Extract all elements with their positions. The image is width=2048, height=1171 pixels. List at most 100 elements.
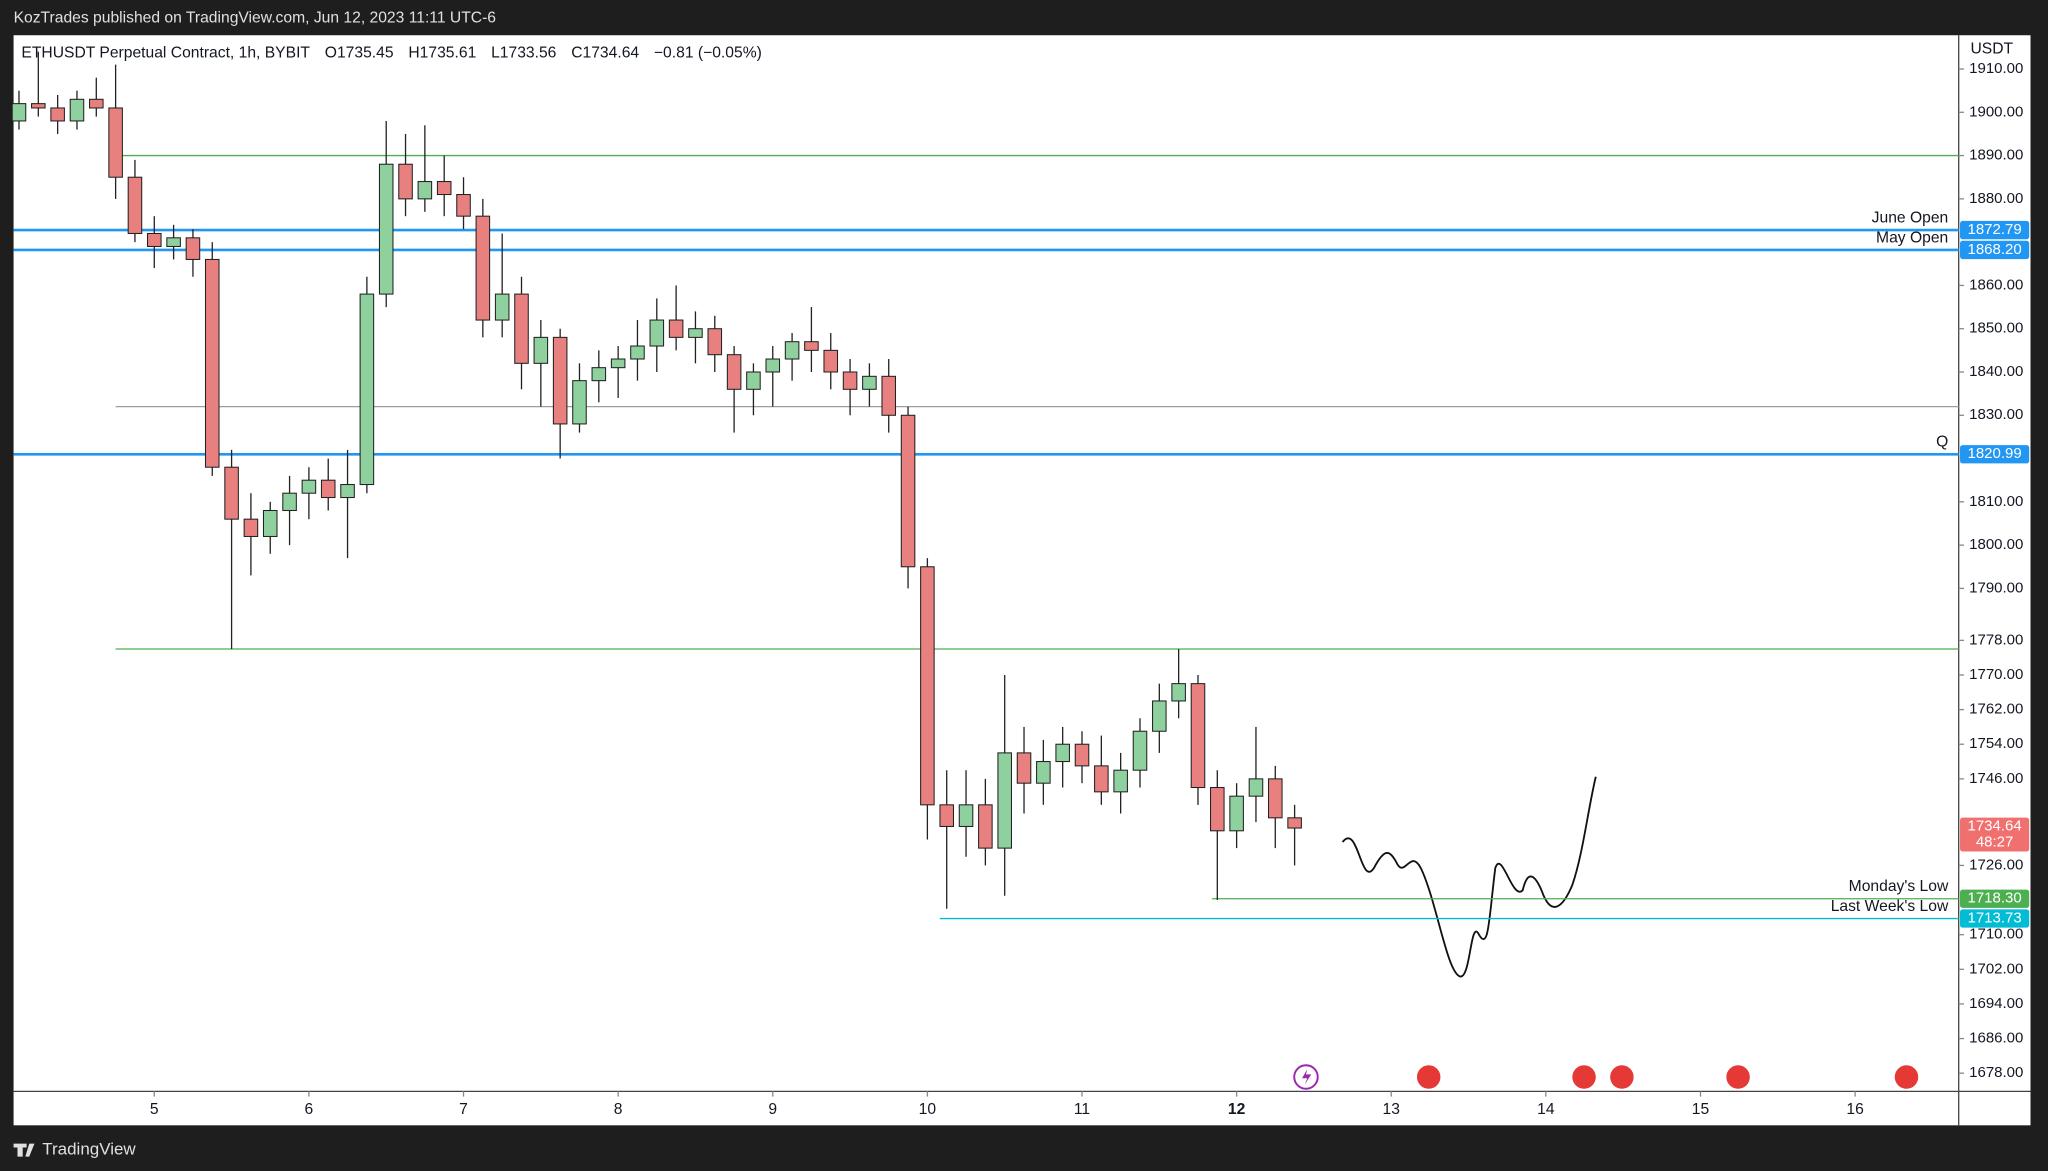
level-tag [1960,889,2030,908]
y-tick-label: 1754.00 [1969,735,2023,752]
event-icon-glyph [1302,1069,1312,1085]
candle-body [1113,769,1128,793]
ohlc-low: L1733.56 [491,45,557,62]
y-tick-label: 1850.00 [1969,320,2023,337]
candle-body [514,293,529,364]
x-tick-label: 10 [919,1101,937,1118]
candle-body [359,293,375,486]
y-tick-label: 1890.00 [1969,147,2023,164]
candle-body [842,371,858,390]
candle-body [707,328,723,356]
level-tag [1960,445,2030,464]
candle-body [1055,743,1070,763]
candle-body [1036,761,1051,784]
x-tick-label: 14 [1537,1101,1555,1118]
footer-brand: TradingView [42,1140,136,1159]
level-label: Q [1936,434,1948,451]
y-tick-label: 1860.00 [1969,276,2023,293]
candle-body [823,349,839,373]
candle-body [31,103,46,109]
candle-body [262,509,278,537]
candle-body [997,752,1012,849]
y-tick-label: 1830.00 [1969,406,2023,423]
candle-body [166,237,181,247]
ohlc-high: H1735.61 [408,45,476,62]
candle-body [456,194,471,217]
x-tick-label: 6 [305,1101,314,1118]
y-tick-label: 1746.00 [1969,770,2023,787]
candle-body [224,466,239,520]
candle-body [610,358,626,369]
x-tick-label: 15 [1692,1101,1710,1118]
candle-body [378,163,394,295]
y-tick-label: 1710.00 [1969,926,2023,943]
y-tick-label: 1910.00 [1969,60,2023,77]
candle-body [688,328,703,338]
candle-body [340,484,355,499]
level-tag-label: 1868.20 [1967,241,2021,258]
candle-body [127,176,143,235]
event-icon[interactable] [1572,1065,1596,1089]
candle-body [301,479,317,494]
candle-body [1152,700,1167,732]
candle-body [417,181,433,200]
candle-body [1190,683,1206,789]
countdown-label: 48:27 [1976,833,2014,850]
y-tick-label: 1810.00 [1969,493,2023,510]
y-tick-label: 1880.00 [1969,190,2023,207]
candle-body [185,237,201,260]
y-tick-label: 1702.00 [1969,960,2023,977]
symbol-title: ETHUSDT Perpetual Contract, 1h, BYBIT [21,45,310,62]
event-icon[interactable] [1894,1065,1919,1089]
x-tick-label: 8 [614,1101,623,1118]
level-label: June Open [1872,209,1949,226]
x-tick-label: 12 [1228,1101,1246,1118]
y-tick-label: 1762.00 [1969,701,2023,718]
candle-body [494,293,510,321]
level-tag [1960,220,2030,240]
candle-body [900,414,916,568]
candle-body [978,804,993,849]
candle-body [50,107,65,122]
level-tag [1960,240,2030,260]
candle-body [746,371,761,390]
candle-body [108,107,123,178]
chart-area [13,35,2031,1126]
candle-body [1171,683,1186,702]
candle-body [533,336,549,364]
ohlc-close: C1734.64 [571,45,639,62]
candle-body [282,492,297,512]
y-tick-label: 1778.00 [1969,631,2023,648]
x-tick-label: 5 [150,1101,159,1118]
footer-logo [13,1143,35,1157]
candle-body [1287,817,1302,829]
event-icon[interactable] [1610,1065,1634,1089]
candle-body [436,181,452,196]
candle-body [784,341,800,360]
y-tick-label: 1726.00 [1969,856,2023,873]
candle-body [726,354,742,390]
x-tick-label: 16 [1846,1101,1864,1118]
y-tick-label: 1840.00 [1969,363,2023,380]
candle-body [862,375,877,390]
x-tick-label: 9 [768,1101,777,1118]
event-icon[interactable] [1726,1065,1750,1089]
candle-body [1016,752,1032,784]
candle-body [146,232,162,247]
ohlc-open: O1735.45 [325,45,394,62]
candle-body [1074,743,1090,767]
x-tick-label: 11 [1074,1101,1090,1118]
level-tag-label: 1713.73 [1967,910,2021,927]
event-icon[interactable] [1416,1065,1441,1089]
publish-header: KozTrades published on TradingView.com, … [14,9,497,26]
candle-body [920,566,935,806]
candle-body [958,804,974,827]
candle-body [398,163,413,200]
y-tick-label: 1694.00 [1969,995,2023,1012]
candle-body [243,518,259,537]
candle-body [804,341,819,351]
candle-body [881,375,897,416]
level-tag-label: 1718.30 [1967,890,2021,907]
